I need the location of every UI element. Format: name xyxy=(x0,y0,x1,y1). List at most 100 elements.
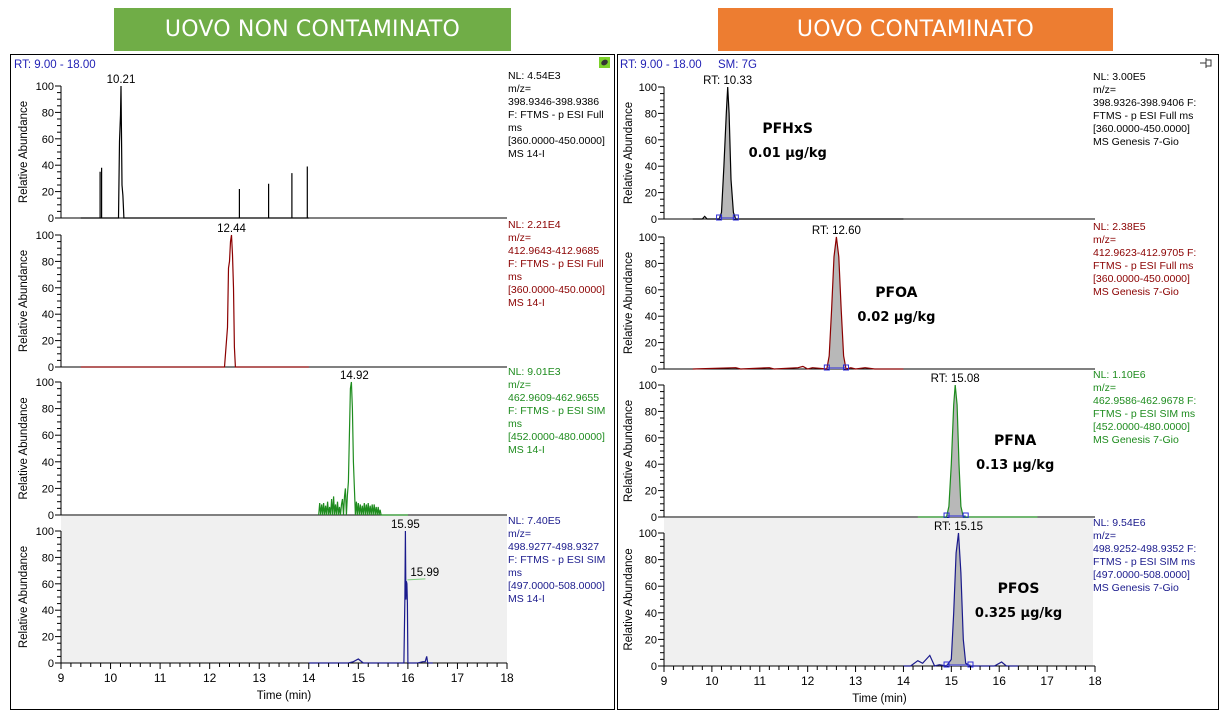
y-tick-label: 80 xyxy=(42,256,54,268)
y-tick-label: 20 xyxy=(645,188,657,200)
y-tick-label: 80 xyxy=(645,555,657,567)
chromatogram-trace xyxy=(80,234,309,368)
x-tick-label: 10 xyxy=(705,674,719,688)
peak-label-leader xyxy=(407,578,426,581)
y-tick-label: 40 xyxy=(42,457,54,469)
y-tick-label: 40 xyxy=(645,161,657,173)
trace-info-line: 412.9623-412.9705 F: xyxy=(1093,247,1196,259)
y-tick-label: 40 xyxy=(42,605,54,617)
trace-info-line: NL: 9.54E6 xyxy=(1093,517,1146,529)
trace-info-line: F: FTMS - p ESI SIM xyxy=(508,405,605,417)
x-tick-label: 15 xyxy=(352,671,366,685)
y-tick-label: 80 xyxy=(42,552,54,564)
y-tick-label: 40 xyxy=(42,160,54,172)
peak-label: RT: 15.15 xyxy=(934,521,983,533)
trace-plot-1: 0 20 40 60 80 100 Relative Abundance 10.21 NL: 4… xyxy=(18,70,605,225)
header-contaminated-label: UOVO CONTAMINATO xyxy=(796,17,1035,42)
x-axis-label: Time (min) xyxy=(257,690,312,702)
header-uncontaminated: UOVO NON CONTAMINATO xyxy=(114,8,511,51)
y-tick-label: 20 xyxy=(645,338,657,350)
smoothing-label: SM: 7G xyxy=(718,59,757,71)
trace-info-line: ms xyxy=(508,271,522,283)
trace-info-line: F: FTMS - p ESI Full xyxy=(508,109,604,121)
compound-concentration: 0.325 μg/kg xyxy=(975,606,1062,621)
peak-integration-fill xyxy=(946,533,971,666)
peak-label: 12.44 xyxy=(217,223,246,235)
y-tick-label: 100 xyxy=(36,526,54,538)
trace-info-line: 412.9643-412.9685 xyxy=(508,245,599,257)
x-tick-label: 16 xyxy=(401,671,415,685)
trace-info-line: MS Genesis 7-Gio xyxy=(1093,136,1179,148)
y-tick-label: 60 xyxy=(645,433,657,445)
compound-name: PFNA xyxy=(994,433,1037,449)
trace-plot-1: 0 20 40 60 80 100 Relative Abundance RT: 10.33 N… xyxy=(623,71,1196,226)
header-uncontaminated-label: UOVO NON CONTAMINATO xyxy=(164,17,461,42)
compound-concentration: 0.13 μg/kg xyxy=(976,458,1054,473)
chromatogram-trace xyxy=(308,530,433,664)
trace-info-line: NL: 1.10E6 xyxy=(1093,369,1146,381)
trace-info-line: [360.0000-450.0000] xyxy=(508,135,605,147)
integration-start-marker xyxy=(716,214,723,221)
x-tick-label: 11 xyxy=(754,674,767,688)
x-tick-label: 10 xyxy=(104,671,118,685)
trace-info-line: m/z= xyxy=(508,83,531,95)
y-axis-label: Relative Abundance xyxy=(623,252,635,354)
trace-info-line: m/z= xyxy=(1093,84,1116,96)
y-tick-label: 60 xyxy=(645,285,657,297)
x-tick-label: 11 xyxy=(154,671,167,685)
y-tick-label: 0 xyxy=(48,658,54,670)
y-axis-label: Relative Abundance xyxy=(623,548,635,650)
y-tick-label: 20 xyxy=(645,486,657,498)
y-tick-label: 80 xyxy=(645,108,657,120)
y-tick-label: 0 xyxy=(48,213,54,225)
x-tick-label: 17 xyxy=(451,671,465,685)
plot-background xyxy=(61,516,507,663)
y-tick-label: 80 xyxy=(645,258,657,270)
y-tick-label: 100 xyxy=(639,232,657,244)
y-axis-label: Relative Abundance xyxy=(18,250,30,352)
trace-plot-3: 0 20 40 60 80 100 Relative Abundance 14.92 NL: 9… xyxy=(18,366,605,522)
trace-plot-2: 0 20 40 60 80 100 Relative Abundance RT: 12.60 N… xyxy=(623,221,1196,376)
y-tick-label: 60 xyxy=(42,283,54,295)
trace-info-line: 498.9252-498.9352 F: xyxy=(1093,543,1196,555)
trace-info-line: NL: 7.40E5 xyxy=(508,515,561,527)
trace-info-line: NL: 3.00E5 xyxy=(1093,71,1146,83)
chart-panel-contaminated: RT: 9.00 - 18.00 SM: 7G020406080100Relati… xyxy=(620,58,1212,705)
y-axis-label: Relative Abundance xyxy=(18,101,30,203)
trace-info-line: FTMS - p ESI Full ms xyxy=(1093,260,1193,272)
header-contaminated: UOVO CONTAMINATO xyxy=(718,8,1113,51)
integration-start-marker xyxy=(823,364,830,371)
trace-info-line: ms xyxy=(508,418,522,430)
peak-integration-fill xyxy=(826,237,846,369)
trace-info-line: m/z= xyxy=(508,528,531,540)
trace-info-line: FTMS - p ESI SIM ms xyxy=(1093,408,1195,420)
x-tick-label: 17 xyxy=(1040,674,1054,688)
y-tick-label: 80 xyxy=(42,107,54,119)
trace-info-line: NL: 2.38E5 xyxy=(1093,221,1146,233)
y-tick-label: 0 xyxy=(48,362,54,374)
trace-info-line: 498.9277-498.9327 xyxy=(508,541,599,553)
compound-name: PFOS xyxy=(998,581,1040,597)
y-axis-label: Relative Abundance xyxy=(623,400,635,502)
y-tick-label: 80 xyxy=(645,406,657,418)
trace-info-line: NL: 9.01E3 xyxy=(508,366,561,378)
y-tick-label: 40 xyxy=(645,459,657,471)
trace-info-line: ms xyxy=(508,567,522,579)
trace-info-line: MS 14-I xyxy=(508,148,545,160)
y-tick-label: 100 xyxy=(639,82,657,94)
x-tick-label: 13 xyxy=(849,674,863,688)
peak-label: 15.95 xyxy=(391,519,420,531)
trace-info-line: MS 14-I xyxy=(508,297,545,309)
trace-info-line: m/z= xyxy=(508,232,531,244)
y-tick-label: 100 xyxy=(36,81,54,93)
peak-label: 14.92 xyxy=(340,370,369,382)
compound-concentration: 0.02 μg/kg xyxy=(857,310,935,325)
y-tick-label: 100 xyxy=(639,380,657,392)
y-tick-label: 20 xyxy=(645,634,657,646)
y-tick-label: 40 xyxy=(645,608,657,620)
y-tick-label: 0 xyxy=(651,512,657,524)
y-tick-label: 60 xyxy=(645,135,657,147)
trace-info-line: F: FTMS - p ESI SIM xyxy=(508,554,605,566)
